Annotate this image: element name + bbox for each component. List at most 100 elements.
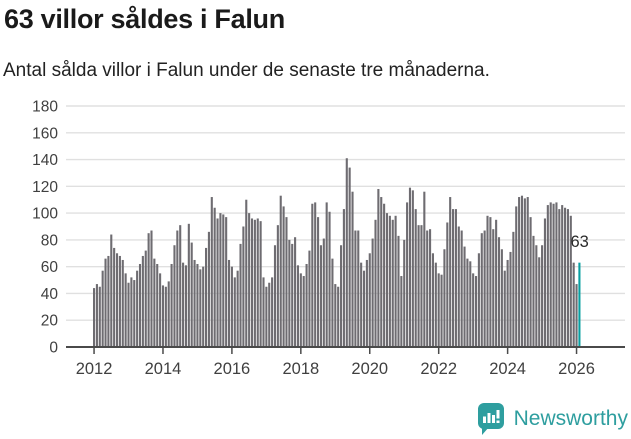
bar (328, 211, 331, 347)
bar (400, 276, 403, 347)
bar (173, 245, 176, 347)
bar (454, 209, 457, 347)
bar (279, 195, 282, 347)
bar (374, 219, 377, 347)
bar (288, 239, 291, 347)
bar (98, 286, 101, 347)
bar (230, 266, 233, 347)
bar (403, 239, 406, 347)
bar (121, 259, 124, 347)
bar (190, 242, 193, 347)
bar (308, 250, 311, 347)
bar (443, 249, 446, 347)
newsworthy-logo: Newsworthy (475, 401, 628, 436)
bar (463, 246, 466, 347)
bar (311, 203, 314, 347)
x-axis-tick-label: 2026 (558, 360, 595, 378)
bar (558, 209, 561, 347)
bar (345, 158, 348, 347)
bar (216, 218, 219, 347)
bar (360, 262, 363, 347)
bar (225, 217, 228, 347)
bar (176, 230, 179, 347)
bar (564, 207, 567, 347)
bar (532, 235, 535, 347)
bar (291, 243, 294, 347)
bar (348, 167, 351, 347)
bar (377, 189, 380, 347)
bar (406, 202, 409, 347)
bar (555, 202, 558, 347)
bar (509, 251, 512, 347)
bar (569, 215, 572, 347)
bar (299, 273, 302, 347)
y-axis-tick-label: 60 (41, 259, 59, 276)
bar (411, 190, 414, 347)
bar (127, 282, 130, 347)
x-axis-tick-label: 2016 (214, 360, 251, 378)
highlight-value-label: 63 (571, 233, 589, 251)
y-axis-tick-label: 180 (32, 98, 58, 115)
bar (322, 238, 325, 347)
bar (276, 225, 279, 347)
bar (334, 284, 337, 347)
y-axis-tick-label: 120 (32, 179, 58, 196)
bar (110, 234, 113, 347)
bar (296, 265, 300, 347)
bar (285, 217, 288, 347)
x-axis-tick-label: 2018 (282, 360, 319, 378)
x-axis-tick-label: 2024 (489, 360, 526, 378)
bar (495, 219, 498, 347)
bar (219, 213, 222, 347)
bar (253, 219, 256, 347)
bar (282, 206, 285, 347)
bar (515, 206, 518, 347)
bar (150, 230, 153, 347)
bar (164, 286, 167, 347)
bar (144, 250, 147, 347)
bar (503, 270, 506, 347)
bar (256, 218, 259, 347)
bar (371, 238, 374, 347)
bar (354, 230, 357, 347)
bar (205, 247, 208, 347)
bar (383, 203, 386, 347)
bar (420, 225, 423, 347)
bar (319, 245, 322, 347)
bar (159, 273, 162, 347)
highlighted-bar (578, 262, 581, 347)
bar (93, 288, 96, 347)
bar (549, 202, 552, 347)
bar (512, 231, 515, 347)
bar (124, 273, 127, 347)
bar (325, 202, 328, 347)
bar (265, 286, 268, 347)
bar (138, 263, 142, 347)
x-axis-tick-label: 2014 (145, 360, 182, 378)
bar (242, 226, 245, 347)
bar (483, 230, 486, 347)
bar (472, 273, 475, 347)
bar (434, 262, 437, 347)
bar (474, 276, 478, 347)
bar (572, 262, 575, 347)
logo-mini-bars-icon (482, 410, 500, 423)
bar (385, 213, 389, 347)
bar (466, 258, 469, 347)
bar (414, 209, 417, 347)
bar (259, 221, 262, 347)
bar (561, 205, 564, 347)
bar (431, 253, 434, 347)
bar (233, 277, 236, 347)
bar (210, 197, 213, 347)
bar (351, 191, 354, 347)
bar (161, 285, 165, 347)
bar (518, 197, 521, 347)
x-axis-tick-label: 2022 (420, 360, 457, 378)
bar (575, 284, 578, 347)
bar (365, 259, 368, 347)
bar (104, 258, 107, 347)
y-axis-tick-label: 140 (32, 152, 58, 169)
bar (179, 225, 182, 347)
